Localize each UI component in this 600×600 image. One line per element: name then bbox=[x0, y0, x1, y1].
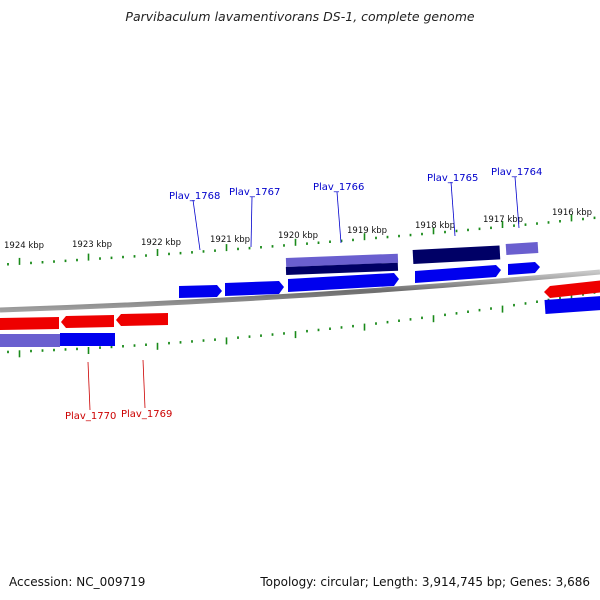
gene-label-plav-1765[interactable]: Plav_1765 bbox=[427, 173, 478, 184]
gene-label-plav-1769[interactable]: Plav_1769 bbox=[121, 409, 172, 420]
gene-arrow-plav-1767[interactable] bbox=[225, 281, 284, 296]
scale-label: 1918 kbp bbox=[415, 221, 455, 231]
gene-label-plav-1768[interactable]: Plav_1768 bbox=[169, 191, 220, 202]
scale-ticks-reverse bbox=[7, 291, 596, 358]
gene-box-right-edge[interactable] bbox=[544, 295, 600, 314]
gene-label-plav-1764[interactable]: Plav_1764 bbox=[491, 167, 542, 178]
genome-summary-label: Topology: circular; Length: 3,914,745 bp… bbox=[260, 575, 590, 589]
scale-label: 1922 kbp bbox=[141, 238, 181, 248]
gene-arrow-plav-1765[interactable] bbox=[415, 265, 501, 283]
gene-arrow-plav-1766[interactable] bbox=[288, 273, 399, 292]
gene-box-plav-1764[interactable] bbox=[505, 242, 539, 255]
gene-box-plav-1766-lower[interactable] bbox=[285, 262, 399, 275]
gene-label-plav-1770[interactable]: Plav_1770 bbox=[65, 411, 116, 422]
gene-arrow-plav-1770[interactable] bbox=[0, 317, 59, 330]
scale-label: 1921 kbp bbox=[210, 235, 250, 245]
gene-arrow-plav-1768[interactable] bbox=[179, 285, 222, 298]
scale-label: 1916 kbp bbox=[552, 208, 592, 218]
reverse-strand-genes bbox=[0, 280, 600, 347]
genome-backbone bbox=[0, 269, 600, 313]
accession-label: Accession: NC_009719 bbox=[9, 575, 146, 589]
gene-arrow-plav-1769-b[interactable] bbox=[116, 313, 168, 326]
scale-label: 1920 kbp bbox=[278, 231, 318, 241]
scale-label: 1919 kbp bbox=[347, 226, 387, 236]
scale-label: 1917 kbp bbox=[483, 215, 523, 225]
gene-arrow-right-edge[interactable] bbox=[544, 280, 600, 298]
gene-label-leaders bbox=[87, 176, 520, 411]
gene-box-plav-1770-light[interactable] bbox=[0, 334, 60, 347]
forward-strand-genes bbox=[179, 242, 600, 314]
scale-label: 1923 kbp bbox=[72, 240, 112, 250]
map-title: Parvibaculum lavamentivorans DS-1, compl… bbox=[125, 9, 475, 24]
gene-box-plav-1766-upper[interactable] bbox=[285, 253, 399, 267]
gene-box-plav-1765[interactable] bbox=[412, 245, 501, 264]
gene-arrow-plav-1769-a[interactable] bbox=[61, 315, 114, 328]
scale-ticks-forward bbox=[7, 214, 596, 266]
gene-label-plav-1766[interactable]: Plav_1766 bbox=[313, 182, 364, 193]
gene-label-plav-1767[interactable]: Plav_1767 bbox=[229, 187, 280, 198]
scale-label: 1924 kbp bbox=[4, 241, 44, 251]
gene-arrow-plav-1764[interactable] bbox=[508, 262, 540, 275]
gene-box-plav-1769-blue[interactable] bbox=[60, 333, 115, 346]
